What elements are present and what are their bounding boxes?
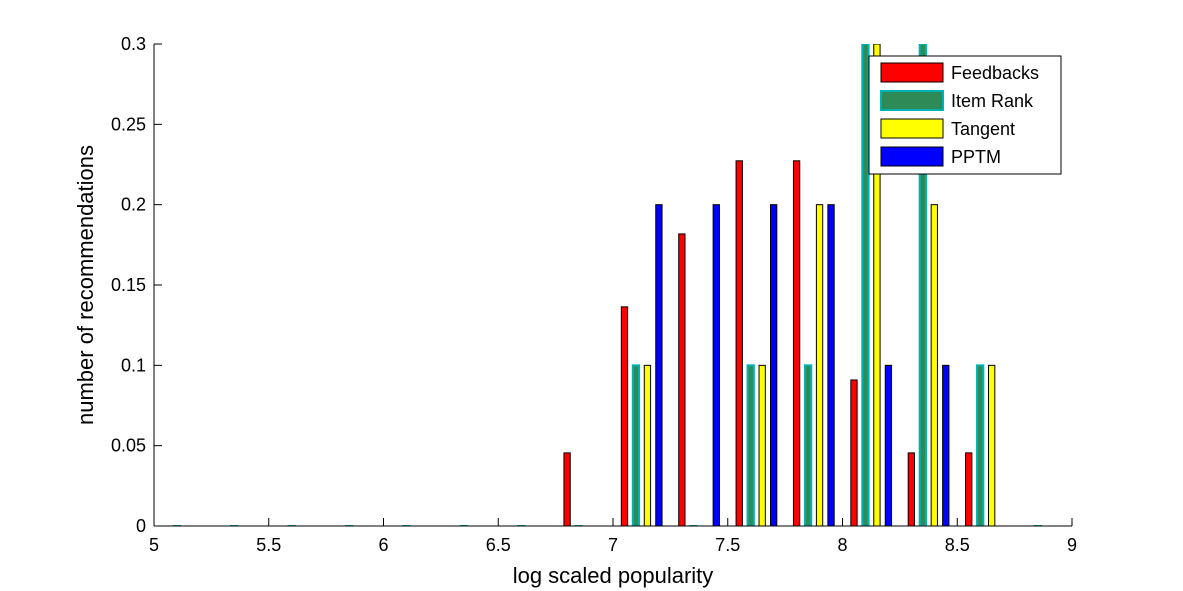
bar-pptm — [884, 364, 893, 526]
y-axis-label: number of recommendations — [73, 145, 98, 425]
legend-label-item-rank: Item Rank — [951, 91, 1034, 111]
bar-pptm — [655, 204, 663, 526]
bar-item-rank — [631, 364, 641, 526]
bar-feedbacks — [792, 160, 801, 526]
bar-item-rank — [746, 364, 755, 526]
legend-swatch-item-rank — [880, 90, 944, 111]
legend: Feedbacks Item Rank Tangent PPTM — [868, 55, 1062, 175]
y-tick-label: 0.3 — [121, 34, 146, 54]
x-tick-label: 5.5 — [256, 535, 281, 555]
bar-tangent — [988, 364, 996, 526]
bar-item-rank — [861, 44, 870, 526]
bar-feedbacks — [850, 379, 858, 526]
legend-swatch-feedbacks — [880, 62, 944, 83]
bar-tangent — [873, 44, 881, 526]
y-tick-label: 0.2 — [121, 195, 146, 215]
bar-pptm — [827, 204, 835, 526]
y-tick-label: 0.1 — [121, 355, 146, 375]
bar-item-rank — [976, 364, 985, 526]
ticks-group: 5 5.5 6 6.5 7 7.5 8 8.5 9 0 0.05 0.1 0.15 0.2 0.25 0.3 — [111, 34, 1077, 555]
x-tick-label: 9 — [1067, 535, 1077, 555]
x-tick-label: 6 — [378, 535, 388, 555]
bar-tangent — [930, 204, 938, 526]
bar-tangent — [815, 204, 824, 526]
x-tick-label: 7.5 — [715, 535, 740, 555]
x-tick-label: 5 — [149, 535, 159, 555]
x-tick-label: 8 — [837, 535, 847, 555]
y-tick-label: 0.25 — [111, 114, 146, 134]
bar-item-rank — [918, 44, 927, 526]
bar-feedbacks — [678, 233, 686, 526]
x-axis-label: log scaled popularity — [513, 563, 714, 588]
bar-feedbacks — [965, 452, 973, 526]
legend-swatch-pptm — [880, 146, 944, 167]
bar-feedbacks — [620, 306, 629, 526]
bar-feedbacks — [563, 452, 571, 526]
bar-feedbacks — [735, 160, 743, 526]
bar-tangent — [643, 364, 652, 526]
x-tick-label: 7 — [608, 535, 618, 555]
bar-pptm — [712, 204, 720, 526]
x-tick-label: 8.5 — [945, 535, 970, 555]
bar-feedbacks — [907, 452, 916, 526]
legend-label-pptm: PPTM — [951, 147, 1001, 167]
bar-tangent — [758, 364, 766, 526]
x-tick-label: 6.5 — [486, 535, 511, 555]
legend-swatch-tangent — [880, 118, 944, 139]
bar-item-rank — [803, 364, 813, 526]
bar-pptm — [769, 204, 778, 526]
y-tick-label: 0 — [136, 516, 146, 536]
y-tick-label: 0.05 — [111, 436, 146, 456]
bars-group — [161, 44, 1065, 526]
y-tick-label: 0.15 — [111, 275, 146, 295]
legend-label-tangent: Tangent — [951, 119, 1015, 139]
bar-pptm — [942, 364, 950, 526]
legend-label-feedbacks: Feedbacks — [951, 63, 1039, 83]
